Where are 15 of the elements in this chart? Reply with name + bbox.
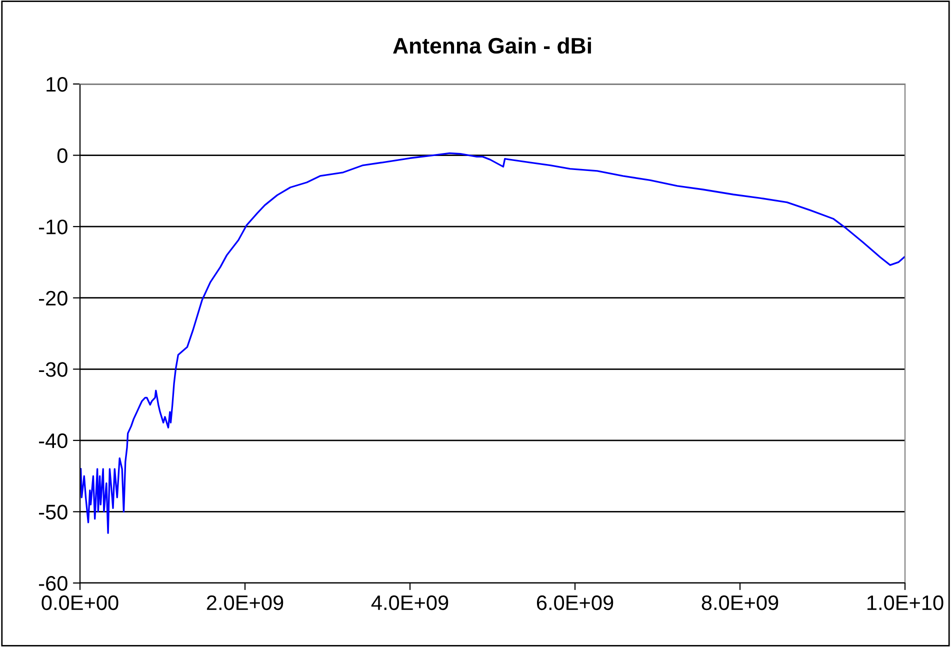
- x-tick-label: 1.0E+10: [867, 595, 944, 610]
- y-tick-label: 10: [46, 77, 68, 92]
- y-tick-label: -10: [39, 220, 68, 234]
- x-tick-label: 2.0E+09: [206, 595, 284, 610]
- y-tick-label: -60: [39, 576, 68, 591]
- y-tick-label: 0: [57, 148, 68, 164]
- x-tick-label: 6.0E+09: [536, 595, 614, 610]
- y-tick-label: -20: [39, 290, 68, 306]
- chart-title: Antenna Gain - dBi: [393, 37, 591, 54]
- x-tick-label: 0.0E+00: [42, 595, 118, 610]
- x-tick-label: 8.0E+09: [702, 595, 778, 610]
- y-tick-label: -40: [39, 433, 68, 448]
- y-tick-label: -30: [39, 362, 68, 377]
- y-tick-label: -50: [39, 504, 68, 520]
- x-tick-label: 4.0E+09: [371, 595, 448, 610]
